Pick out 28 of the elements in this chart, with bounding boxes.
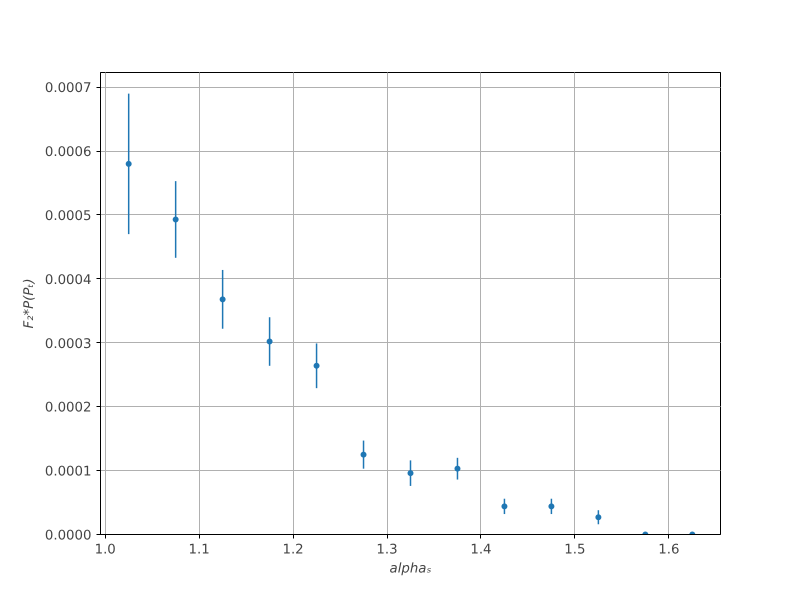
y-tick-label: 0.0001 xyxy=(44,464,92,480)
y-tick-label: 0.0000 xyxy=(44,528,92,544)
point xyxy=(454,466,460,472)
y-tick-label: 0.0004 xyxy=(44,272,92,288)
x-tick-label: 1.1 xyxy=(188,542,210,558)
point xyxy=(595,514,602,520)
point xyxy=(314,362,320,369)
point xyxy=(126,160,132,167)
y-tick-label: 0.0006 xyxy=(44,145,92,160)
point xyxy=(360,452,367,458)
point xyxy=(548,503,554,510)
point xyxy=(501,503,508,510)
point xyxy=(266,338,273,345)
point xyxy=(408,470,414,476)
x-tick-label: 1.2 xyxy=(282,542,304,558)
x-tick-label: 1.4 xyxy=(470,542,492,558)
point xyxy=(220,296,226,302)
x-tick-label: 1.6 xyxy=(658,542,680,558)
y-tick-label: 0.0005 xyxy=(44,209,92,224)
x-axis-title: alphaₛ xyxy=(390,562,432,576)
x-tick-label: 1.0 xyxy=(94,542,116,558)
x-tick-label: 1.3 xyxy=(376,542,398,558)
y-tick-label: 0.0002 xyxy=(44,400,92,416)
y-axis-title: F₂*P(Pₜ) xyxy=(22,278,37,329)
y-tick-label: 0.0003 xyxy=(44,336,92,352)
point xyxy=(172,216,179,222)
y-tick-label: 0.0007 xyxy=(44,81,92,96)
x-tick-label: 1.5 xyxy=(564,542,586,558)
